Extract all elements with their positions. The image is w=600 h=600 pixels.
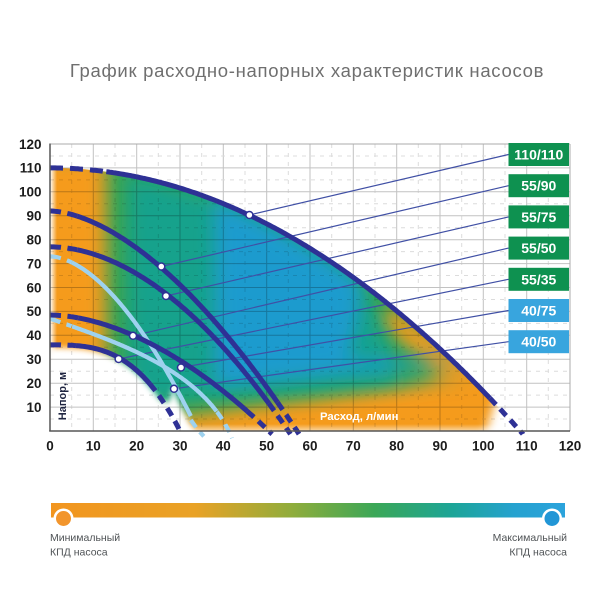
svg-text:30: 30 [26, 352, 41, 367]
svg-text:60: 60 [26, 280, 41, 295]
svg-text:50: 50 [26, 304, 41, 319]
svg-text:55/50: 55/50 [521, 240, 556, 256]
svg-text:70: 70 [346, 439, 361, 454]
svg-text:55/75: 55/75 [521, 209, 556, 225]
svg-text:120: 120 [19, 137, 42, 152]
svg-text:60: 60 [302, 439, 317, 454]
svg-text:110/110: 110/110 [514, 147, 563, 163]
svg-text:70: 70 [26, 256, 41, 271]
svg-text:80: 80 [26, 233, 41, 248]
svg-text:55/35: 55/35 [521, 271, 556, 287]
svg-text:20: 20 [26, 376, 41, 391]
svg-text:100: 100 [19, 185, 42, 200]
svg-text:КПД насоса: КПД насоса [509, 547, 567, 559]
svg-text:90: 90 [432, 439, 447, 454]
svg-text:100: 100 [472, 439, 495, 454]
svg-text:График расходно-напорных харак: График расходно-напорных характеристик н… [70, 60, 544, 81]
svg-text:55/90: 55/90 [521, 178, 556, 194]
svg-text:30: 30 [172, 439, 187, 454]
svg-text:40: 40 [216, 439, 231, 454]
svg-text:10: 10 [86, 439, 101, 454]
svg-text:120: 120 [559, 439, 582, 454]
svg-text:Расход, л/мин: Расход, л/мин [320, 411, 399, 423]
svg-text:40/50: 40/50 [521, 334, 556, 350]
svg-text:90: 90 [26, 209, 41, 224]
svg-text:20: 20 [129, 439, 144, 454]
svg-text:110: 110 [516, 439, 538, 454]
svg-text:10: 10 [26, 400, 41, 415]
svg-text:40: 40 [26, 328, 41, 343]
svg-text:Напор, м: Напор, м [57, 372, 69, 420]
svg-text:Минимальный: Минимальный [50, 532, 120, 544]
svg-text:Максимальный: Максимальный [493, 532, 568, 544]
svg-text:110: 110 [20, 161, 42, 176]
svg-text:40/75: 40/75 [521, 303, 556, 319]
svg-text:80: 80 [389, 439, 404, 454]
svg-text:50: 50 [259, 439, 274, 454]
svg-text:0: 0 [46, 439, 54, 454]
svg-text:КПД насоса: КПД насоса [50, 547, 108, 559]
